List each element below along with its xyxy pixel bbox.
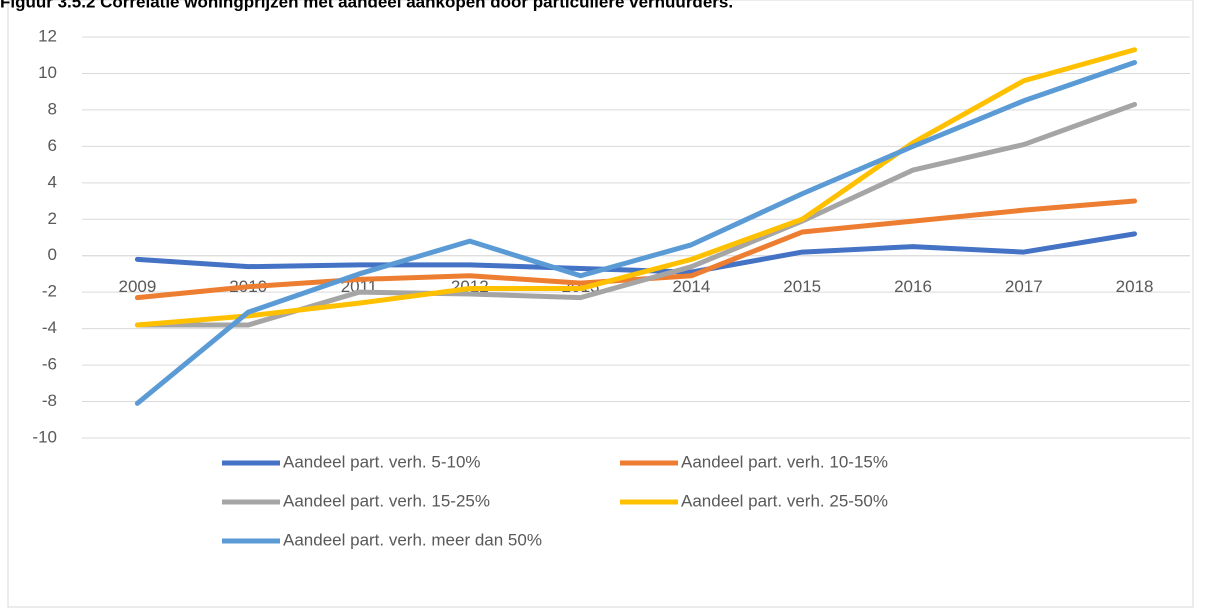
y-tick-label: 10 [38,63,57,82]
series-line [134,60,1138,406]
y-tick-label: 8 [48,99,57,118]
x-tick-label: 2014 [672,277,710,296]
series-line [134,198,1138,301]
series-line [134,47,1138,328]
y-tick-label: -4 [42,318,57,337]
y-tick-label: 12 [38,26,57,45]
y-tick-label: -6 [42,355,57,374]
legend-label: Aandeel part. verh. meer dan 50% [283,530,542,549]
y-tick-label: 0 [48,245,57,264]
x-tick-label: 2016 [894,277,932,296]
legend-label: Aandeel part. verh. 15-25% [283,491,490,510]
y-tick-label: 2 [48,209,57,228]
chart-frame [7,0,1194,608]
chart-title: Figuur 3.5.2 Correlatie woningprijzen me… [0,0,733,11]
y-tick-label: 6 [48,136,57,155]
legend-label: Aandeel part. verh. 5-10% [283,452,481,471]
legend-label: Aandeel part. verh. 10-15% [681,452,888,471]
x-tick-label: 2015 [783,277,821,296]
y-tick-label: -8 [42,391,57,410]
x-tick-label: 2009 [118,277,156,296]
legend-label: Aandeel part. verh. 25-50% [681,491,888,510]
x-tick-label: 2018 [1116,277,1154,296]
series-line [134,231,1138,275]
y-tick-label: 4 [48,172,57,191]
y-tick-label: -2 [42,282,57,301]
y-tick-label: -10 [32,427,57,446]
x-tick-label: 2017 [1005,277,1043,296]
